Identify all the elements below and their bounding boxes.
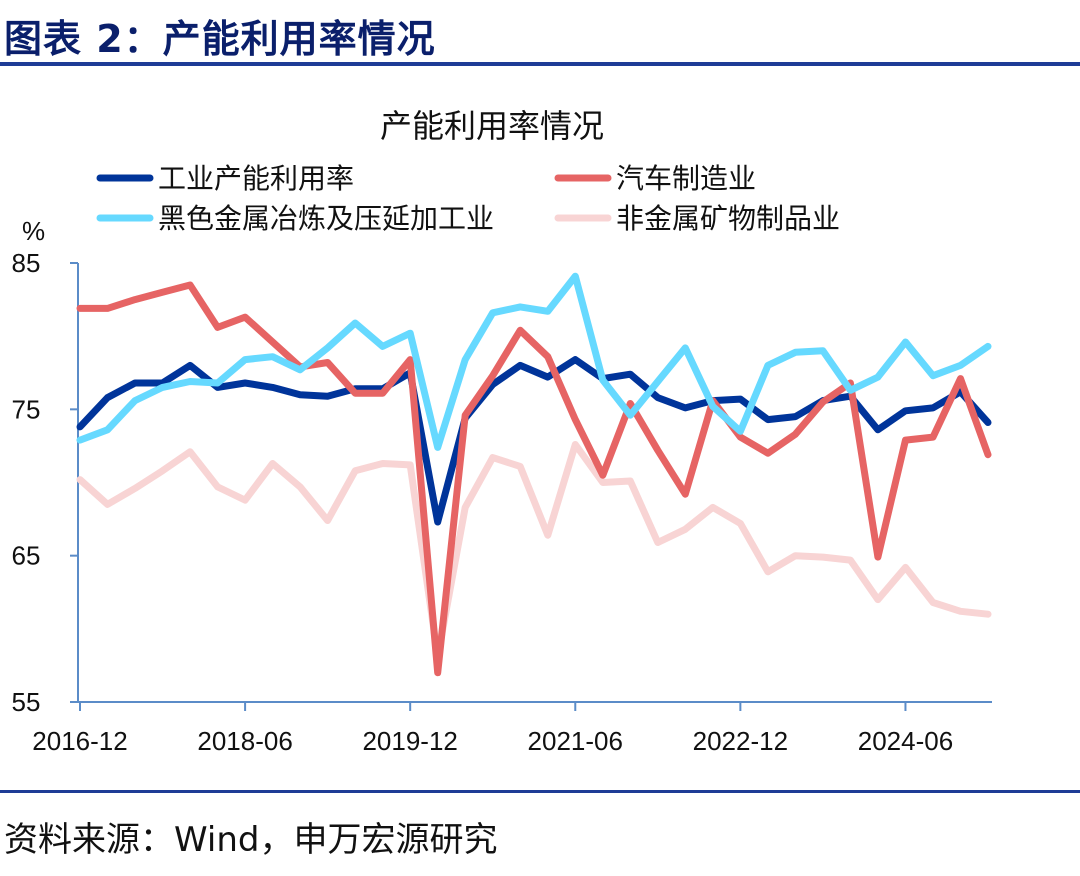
x-tick-label: 2018-06 [197,726,292,756]
x-tick-label: 2024-06 [858,726,953,756]
y-axis-unit: % [22,216,45,246]
x-tick-label: 2022-12 [693,726,788,756]
x-tick-label: 2016-12 [32,726,127,756]
legend-label: 工业产能利用率 [158,163,354,194]
axes: 55 65 75 85 2016-12 2018-06 2019-12 2021-06 2022… [12,248,992,756]
series-line-0 [76,356,992,526]
source-divider [0,790,1080,793]
legend-label: 黑色金属冶炼及压延加工业 [158,203,494,234]
chart-title: 产能利用率情况 [380,108,604,144]
y-tick-label: 55 [12,687,41,717]
y-tick-label: 85 [12,248,41,278]
source-note: 资料来源：Wind，申万宏源研究 [4,820,498,860]
x-tick-label: 2019-12 [362,726,457,756]
series-line-2 [76,272,992,451]
series-line-3 [76,441,992,661]
y-tick-label: 75 [12,394,41,424]
series-line-1 [76,281,992,677]
series-lines [76,272,992,677]
y-tick-label: 65 [12,541,41,571]
legend-label: 汽车制造业 [616,163,756,194]
legend-label: 非金属矿物制品业 [616,203,840,234]
figure-title: 图表 2：产能利用率情况 [4,17,436,61]
title-divider [0,62,1080,66]
x-tick-label: 2021-06 [528,726,623,756]
